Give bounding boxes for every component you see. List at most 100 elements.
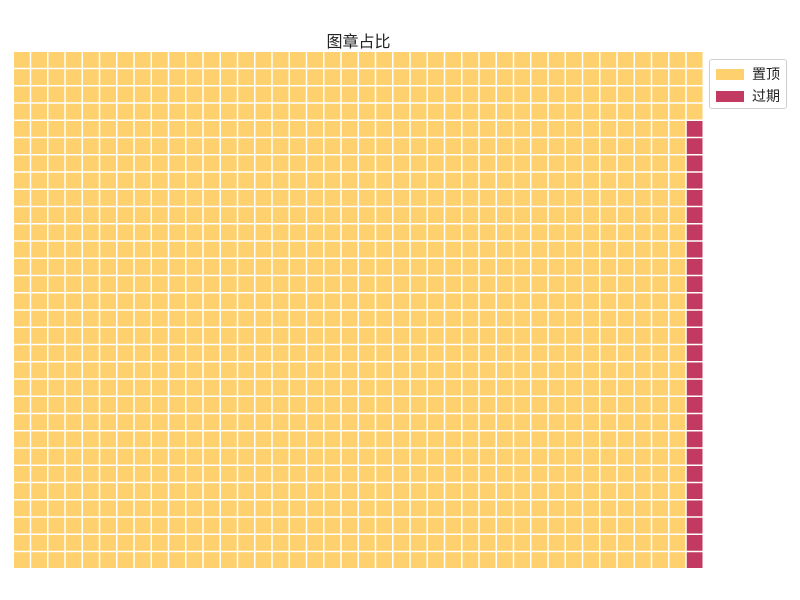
- waffle-cell-置顶: [531, 172, 548, 189]
- waffle-cell-置顶: [566, 155, 582, 172]
- waffle-cell-置顶: [48, 414, 65, 430]
- waffle-cell-置顶: [203, 172, 220, 189]
- waffle-cell-置顶: [376, 121, 392, 137]
- waffle-cell-置顶: [376, 310, 392, 327]
- waffle-cell-置顶: [514, 431, 530, 448]
- waffle-cell-置顶: [324, 103, 341, 120]
- waffle-cell-过期: [686, 310, 703, 327]
- waffle-cell-置顶: [617, 69, 634, 85]
- waffle-cell-置顶: [652, 276, 668, 292]
- waffle-cell-置顶: [531, 362, 548, 379]
- waffle-cell-过期: [686, 414, 703, 430]
- waffle-cell-置顶: [83, 466, 99, 482]
- waffle-cell-置顶: [117, 276, 134, 292]
- waffle-cell-置顶: [152, 86, 168, 103]
- waffle-cell-置顶: [221, 190, 237, 206]
- waffle-cell-置顶: [514, 52, 530, 68]
- waffle-cell-置顶: [393, 259, 410, 275]
- waffle-cell-置顶: [428, 483, 444, 499]
- waffle-cell-置顶: [359, 52, 375, 68]
- waffle-cell-置顶: [428, 293, 444, 310]
- waffle-cell-置顶: [203, 466, 220, 482]
- waffle-cell-置顶: [531, 517, 548, 534]
- waffle-cell-置顶: [341, 535, 358, 551]
- waffle-cell-置顶: [583, 397, 599, 413]
- waffle-cell-置顶: [583, 552, 599, 568]
- waffle-cell-置顶: [393, 276, 410, 292]
- waffle-cell-置顶: [152, 414, 168, 430]
- waffle-cell-置顶: [669, 310, 686, 327]
- waffle-cell-置顶: [359, 121, 375, 137]
- waffle-cell-置顶: [169, 138, 185, 154]
- waffle-cell-置顶: [290, 552, 306, 568]
- waffle-cell-置顶: [462, 259, 479, 275]
- waffle-cell-置顶: [169, 190, 185, 206]
- waffle-cell-置顶: [583, 345, 599, 361]
- waffle-cell-置顶: [186, 224, 203, 241]
- waffle-cell-过期: [686, 379, 703, 396]
- waffle-cell-置顶: [186, 535, 203, 551]
- waffle-cell-置顶: [445, 500, 461, 517]
- waffle-cell-置顶: [117, 379, 134, 396]
- waffle-cell-置顶: [445, 207, 461, 223]
- waffle-cell-置顶: [617, 190, 634, 206]
- waffle-cell-置顶: [14, 276, 30, 292]
- waffle-cell-置顶: [324, 535, 341, 551]
- waffle-cell-置顶: [203, 86, 220, 103]
- waffle-cell-过期: [686, 483, 703, 499]
- waffle-cell-置顶: [31, 207, 47, 223]
- waffle-cell-置顶: [307, 103, 323, 120]
- waffle-cell-置顶: [428, 172, 444, 189]
- waffle-cell-置顶: [65, 259, 82, 275]
- waffle-cell-置顶: [83, 448, 99, 465]
- waffle-cell-置顶: [341, 414, 358, 430]
- waffle-cell-置顶: [669, 190, 686, 206]
- waffle-cell-置顶: [548, 345, 565, 361]
- waffle-cell-置顶: [117, 517, 134, 534]
- waffle-cell-置顶: [255, 241, 272, 258]
- waffle-cell-置顶: [566, 259, 582, 275]
- waffle-cell-置顶: [65, 397, 82, 413]
- waffle-cell-置顶: [669, 379, 686, 396]
- waffle-cell-置顶: [376, 241, 392, 258]
- waffle-cell-置顶: [635, 466, 651, 482]
- waffle-cell-置顶: [497, 121, 513, 137]
- waffle-cell-置顶: [238, 328, 254, 344]
- waffle-cell-置顶: [152, 241, 168, 258]
- waffle-cell-置顶: [566, 241, 582, 258]
- waffle-cell-置顶: [65, 103, 82, 120]
- waffle-cell-置顶: [410, 207, 427, 223]
- waffle-cell-置顶: [566, 517, 582, 534]
- waffle-cell-置顶: [307, 397, 323, 413]
- waffle-cell-置顶: [635, 259, 651, 275]
- waffle-cell-置顶: [428, 448, 444, 465]
- waffle-cell-置顶: [514, 345, 530, 361]
- waffle-cell-置顶: [462, 86, 479, 103]
- waffle-cell-置顶: [428, 500, 444, 517]
- waffle-cell-置顶: [238, 500, 254, 517]
- waffle-cell-置顶: [359, 483, 375, 499]
- waffle-cell-置顶: [169, 86, 185, 103]
- waffle-cell-过期: [686, 276, 703, 292]
- waffle-cell-置顶: [393, 431, 410, 448]
- waffle-cell-置顶: [83, 431, 99, 448]
- waffle-cell-置顶: [617, 121, 634, 137]
- waffle-cell-置顶: [290, 362, 306, 379]
- waffle-cell-置顶: [324, 190, 341, 206]
- waffle-cell-置顶: [393, 448, 410, 465]
- waffle-cell-置顶: [117, 86, 134, 103]
- waffle-cell-置顶: [617, 172, 634, 189]
- waffle-cell-置顶: [324, 52, 341, 68]
- waffle-cell-置顶: [134, 293, 151, 310]
- waffle-cell-置顶: [514, 155, 530, 172]
- waffle-cell-置顶: [14, 397, 30, 413]
- waffle-cell-置顶: [134, 276, 151, 292]
- waffle-cell-置顶: [583, 224, 599, 241]
- waffle-cell-置顶: [307, 414, 323, 430]
- waffle-cell-置顶: [307, 500, 323, 517]
- waffle-cell-置顶: [134, 172, 151, 189]
- waffle-cell-置顶: [221, 517, 237, 534]
- waffle-cell-置顶: [100, 379, 116, 396]
- waffle-cell-置顶: [238, 103, 254, 120]
- waffle-cell-置顶: [272, 535, 289, 551]
